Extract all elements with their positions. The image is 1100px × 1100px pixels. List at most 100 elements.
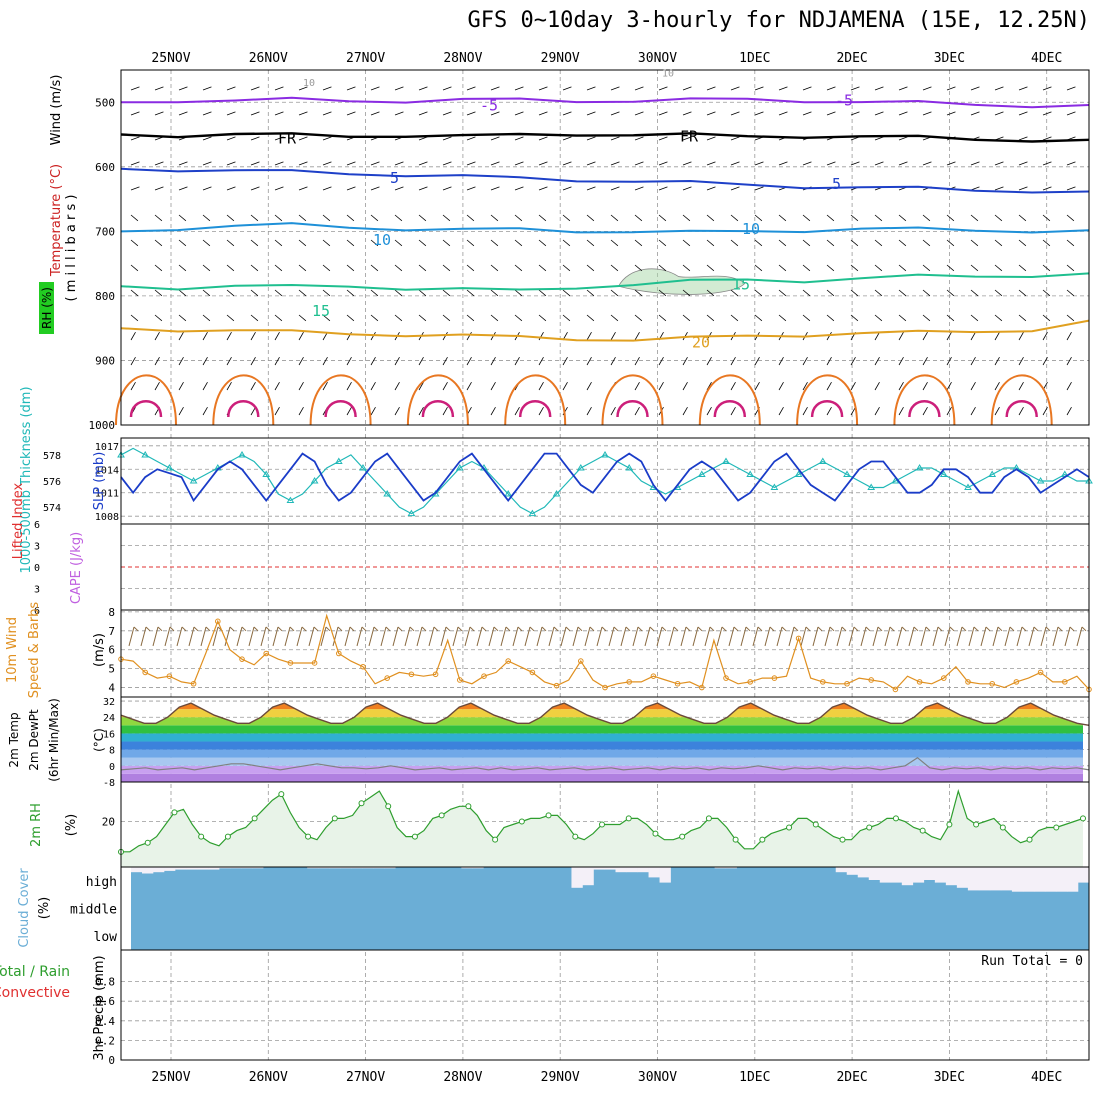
upper-wind-barb	[874, 289, 883, 297]
upper-wind-barb	[250, 186, 260, 191]
upper-wind-barb	[1018, 289, 1027, 297]
wind-barb	[920, 626, 927, 647]
upper-wind-barb	[658, 161, 668, 166]
upper-wind-barb	[850, 161, 860, 166]
upper-wind-barb	[154, 314, 163, 322]
upper-wind-barb	[898, 111, 908, 116]
upper-wind-barb	[562, 314, 571, 322]
cloud-high-gap	[208, 867, 220, 870]
upper-wind-barb	[610, 407, 616, 416]
upper-wind-barb	[850, 314, 859, 322]
wind-barb-flag	[409, 626, 415, 632]
date-label-bottom: 26NOV	[249, 1070, 288, 1085]
wind-barb	[332, 626, 339, 647]
cloud-high-gap	[714, 867, 726, 869]
wind-speed-line-marker	[747, 679, 754, 685]
temp-color-band	[121, 733, 1083, 742]
upper-wind-barb	[250, 214, 259, 222]
upper-wind-barb	[466, 111, 476, 116]
wind-barb-flag	[313, 626, 319, 632]
temp-contour-25	[601, 374, 664, 426]
upper-wind-barb	[418, 357, 424, 366]
upper-wind-barb	[970, 161, 980, 166]
wind-barb-flag	[481, 626, 487, 632]
wind-barb	[320, 626, 327, 647]
temp-contour-25	[893, 374, 956, 426]
temp-contour-30	[1005, 400, 1038, 418]
temp-color-band	[121, 749, 1083, 758]
wind-barb-flag	[469, 626, 475, 632]
wind-speed-line-marker	[215, 618, 221, 625]
upper-wind-barb	[538, 289, 547, 297]
upper-wind-barb	[154, 332, 160, 341]
cloud-high-gap	[1011, 867, 1024, 892]
date-label-top: 3DEC	[934, 51, 965, 66]
upper-wind-barb	[178, 161, 188, 166]
cloud-high-gap	[934, 867, 947, 883]
upper-wind-barb	[1018, 382, 1024, 391]
wind-barb	[284, 626, 291, 647]
upper-wind-barb	[274, 136, 284, 141]
ylabel-precip-total: Total / Rain	[0, 964, 70, 980]
date-label-top: 26NOV	[249, 51, 288, 66]
upper-wind-barb	[202, 239, 211, 247]
upper-wind-barb	[514, 289, 523, 297]
upper-wind-barb	[514, 314, 523, 322]
upper-wind-barb	[946, 407, 952, 416]
wind-speed-line-marker	[457, 677, 463, 683]
temp-contour-10	[120, 222, 1090, 234]
thickness-line-marker	[165, 463, 174, 471]
upper-wind-barb	[850, 111, 860, 116]
upper-wind-barb	[490, 86, 500, 91]
wind-barb-flag	[601, 626, 607, 632]
upper-wind-barb	[970, 86, 980, 91]
wind-barb	[752, 626, 759, 647]
wind-barb	[380, 626, 387, 647]
ylabel-2m-temp: 2m Temp	[7, 712, 21, 767]
wind-barb-flag	[541, 626, 547, 632]
dewpt-line	[120, 756, 1090, 771]
wind-barb	[656, 626, 663, 647]
upper-wind-barb	[562, 86, 572, 91]
wind-barb-flag	[901, 626, 907, 632]
precip-tick-label: 0.2	[95, 1034, 115, 1047]
wind-barb-flag	[397, 626, 403, 632]
li-tick-label: 3	[34, 585, 40, 596]
date-label-bottom: 1DEC	[739, 1070, 770, 1085]
rh-contour-label: 10	[303, 78, 315, 89]
upper-wind-barb	[514, 264, 523, 272]
contour-label-5: 5	[832, 175, 841, 193]
upper-wind-barb	[658, 357, 664, 366]
upper-wind-barb	[922, 214, 931, 222]
wind-barb	[908, 626, 915, 647]
upper-wind-barb	[970, 314, 979, 322]
date-label-bottom: 4DEC	[1031, 1070, 1062, 1085]
temp-contour-25	[212, 374, 275, 426]
wind-barb-flag	[421, 626, 427, 632]
upper-wind-barb	[562, 186, 572, 191]
upper-wind-barb	[586, 239, 595, 247]
upper-wind-barb	[706, 136, 716, 141]
wind-barb	[128, 626, 135, 647]
upper-wind-barb	[898, 86, 908, 91]
upper-wind-barb	[298, 407, 304, 416]
ylabel-10m-wind: 10m Wind	[5, 617, 20, 683]
precip-tick-label: 0.8	[95, 976, 115, 989]
temp-contour-30	[713, 400, 747, 418]
upper-wind-barb	[514, 161, 524, 166]
upper-wind-barb	[826, 111, 836, 116]
upper-wind-barb	[442, 136, 452, 141]
cloud-high-gap	[219, 867, 231, 869]
wind-speed-line-marker	[360, 663, 366, 670]
upper-wind-barb	[370, 314, 379, 322]
contour-label-10: 10	[742, 220, 760, 238]
upper-wind-barb	[202, 264, 211, 272]
wind-speed-line-marker	[505, 658, 512, 664]
upper-wind-barb	[682, 289, 691, 297]
upper-wind-barb	[994, 382, 1000, 391]
upper-wind-barb	[874, 407, 880, 416]
panel-frame-slp	[120, 437, 1090, 525]
slp-line	[120, 452, 1090, 503]
upper-wind-barb	[538, 357, 544, 366]
upper-wind-barb	[490, 407, 496, 416]
